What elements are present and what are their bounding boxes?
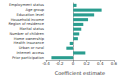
svg-text:0.6: 0.6 bbox=[111, 61, 118, 66]
svg-text:Prior participation: Prior participation bbox=[12, 56, 44, 60]
svg-text:Education level: Education level bbox=[16, 13, 44, 17]
svg-text:Region of residence: Region of residence bbox=[9, 22, 45, 26]
svg-text:Marital status: Marital status bbox=[19, 27, 44, 31]
svg-text:Number of children: Number of children bbox=[9, 32, 44, 36]
svg-text:0.4: 0.4 bbox=[97, 61, 104, 66]
svg-text:-0.2: -0.2 bbox=[56, 61, 64, 66]
svg-text:Household income: Household income bbox=[11, 18, 45, 22]
svg-text:-0.4: -0.4 bbox=[42, 61, 50, 66]
svg-text:Health insurance: Health insurance bbox=[13, 41, 44, 45]
svg-text:Employment status: Employment status bbox=[9, 3, 44, 7]
svg-text:Urban or rural: Urban or rural bbox=[19, 46, 44, 50]
svg-text:Home ownership: Home ownership bbox=[14, 37, 45, 41]
svg-text:Internet access: Internet access bbox=[16, 51, 44, 55]
svg-text:0.2: 0.2 bbox=[84, 61, 91, 66]
svg-text:Age group: Age group bbox=[25, 8, 44, 12]
svg-text:Coefficient estimate: Coefficient estimate bbox=[55, 70, 105, 76]
svg-text:0: 0 bbox=[72, 61, 75, 66]
